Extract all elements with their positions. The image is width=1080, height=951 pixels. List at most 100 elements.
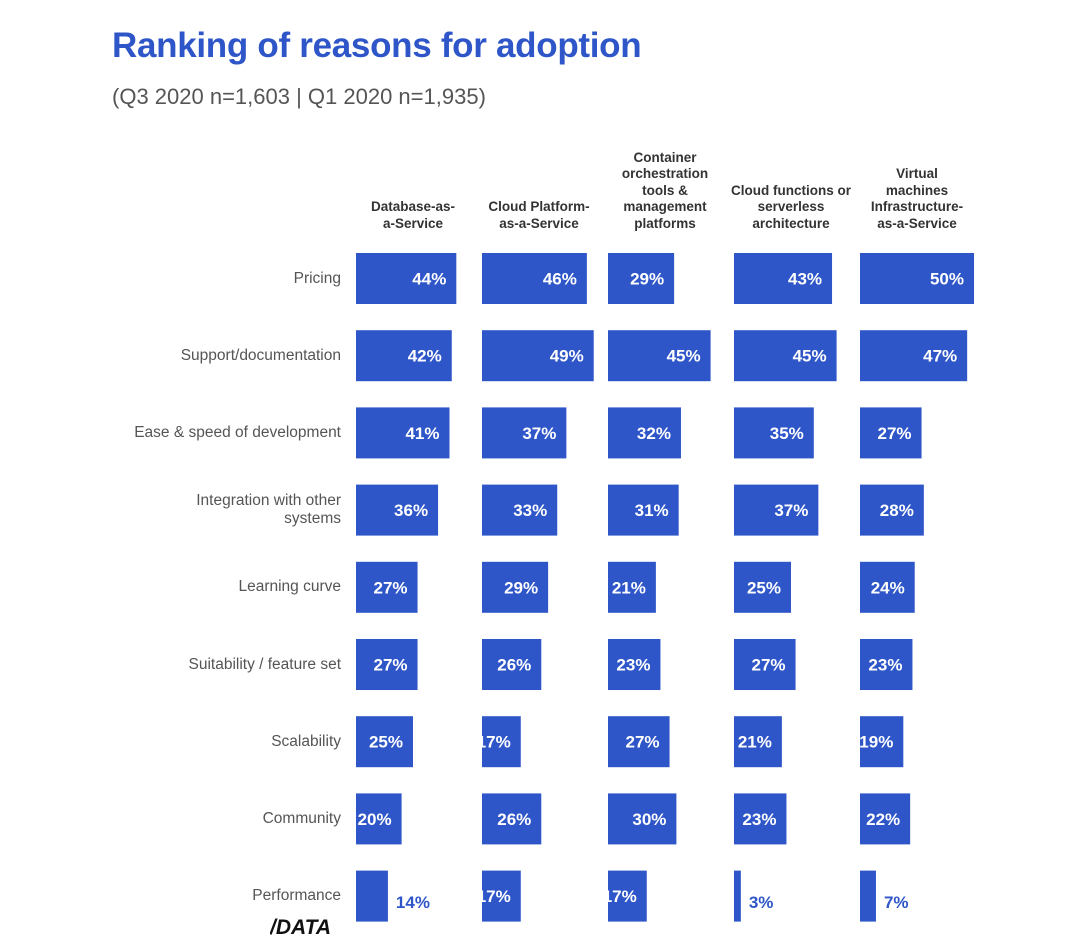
bar-value-label: 43%	[788, 270, 822, 289]
bar-value-label: 29%	[504, 578, 538, 597]
bar	[482, 793, 542, 845]
bar-value-label: 37%	[774, 501, 808, 520]
column-header: Database-as- a-Service	[370, 199, 456, 231]
bar	[356, 253, 457, 304]
bar	[356, 561, 418, 613]
chart-subtitle: (Q3 2020 n=1,603 | Q1 2020 n=1,935)	[112, 84, 486, 109]
bar	[356, 407, 450, 459]
bar	[734, 716, 782, 768]
bar-value-label: 37%	[522, 424, 556, 443]
bar-value-label: 17%	[477, 733, 511, 752]
bar	[860, 484, 924, 536]
chart-title: Ranking of reasons for adoption	[112, 26, 642, 65]
bar-value-label: 24%	[871, 578, 905, 597]
bar-value-label: 22%	[866, 810, 900, 829]
bar	[860, 870, 876, 922]
bar	[734, 330, 837, 382]
bar	[608, 561, 656, 613]
bar-value-label: 26%	[497, 656, 531, 675]
bar-value-label: 3%	[749, 893, 774, 912]
bar-value-label: 25%	[369, 733, 403, 752]
logo-text: /DATA	[270, 916, 331, 939]
bar-value-label: 29%	[630, 270, 664, 289]
bar-value-label: 49%	[550, 347, 584, 366]
bar-value-label: 46%	[543, 270, 577, 289]
bar	[734, 561, 791, 613]
bar-value-label: 27%	[374, 656, 408, 675]
bar	[356, 330, 452, 382]
bar	[608, 793, 677, 845]
bar	[482, 870, 521, 922]
bar	[482, 330, 594, 382]
bar	[860, 330, 968, 382]
bar	[482, 639, 542, 690]
bar	[608, 407, 681, 459]
bar	[608, 484, 679, 536]
bar-value-label: 30%	[632, 810, 666, 829]
row-label: Support/documentation	[180, 346, 341, 364]
bar	[860, 561, 915, 613]
bar-value-label: 42%	[408, 347, 442, 366]
bar-value-label: 32%	[637, 424, 671, 443]
bar	[608, 870, 647, 922]
bar	[608, 716, 670, 768]
bar-value-label: 21%	[612, 578, 646, 597]
bar-value-label: 35%	[770, 424, 804, 443]
bar-value-label: 45%	[667, 347, 701, 366]
row-label: Integration with other systems	[196, 492, 341, 528]
data-logo: /DATA	[270, 916, 331, 939]
bar-value-label: 23%	[742, 810, 776, 829]
bar	[482, 253, 587, 304]
row-label: Pricing	[293, 269, 341, 287]
bar-value-label: 27%	[374, 578, 408, 597]
bar	[734, 484, 819, 536]
bar-value-label: 44%	[412, 270, 446, 289]
bar-value-label: 27%	[752, 656, 786, 675]
row-label: Suitability / feature set	[188, 655, 342, 673]
row-label: Ease & speed of development	[134, 423, 341, 441]
bar	[734, 870, 741, 922]
bar	[860, 253, 974, 304]
bar	[356, 793, 402, 845]
bar	[356, 639, 418, 690]
bar	[608, 330, 711, 382]
bar	[734, 639, 796, 690]
bar	[860, 639, 913, 690]
bar	[608, 253, 675, 304]
bar	[482, 484, 558, 536]
bar	[860, 407, 922, 459]
column-header: Virtual machines Infrastructure- as-a-Se…	[870, 166, 964, 231]
bar-value-label: 20%	[358, 810, 392, 829]
bar-value-label: 17%	[477, 887, 511, 906]
bar-value-label: 27%	[878, 424, 912, 443]
bar	[482, 561, 549, 613]
bar	[482, 716, 521, 768]
row-label: Scalability	[271, 732, 341, 750]
bar-value-label: 50%	[930, 270, 964, 289]
bar	[356, 484, 439, 536]
bar-value-label: 26%	[497, 810, 531, 829]
bar-value-label: 36%	[394, 501, 428, 520]
bar	[608, 639, 661, 690]
bar-value-label: 27%	[626, 733, 660, 752]
bar-value-label: 23%	[868, 656, 902, 675]
column-header: Cloud functions or serverless architectu…	[731, 182, 851, 231]
bar-value-label: 45%	[793, 347, 827, 366]
bar-value-label: 47%	[923, 347, 957, 366]
bar	[860, 793, 911, 845]
bar-value-label: 21%	[738, 733, 772, 752]
bar-value-label: 41%	[405, 424, 439, 443]
bar-value-label: 31%	[635, 501, 669, 520]
column-header: Container orchestration tools & manageme…	[621, 149, 709, 231]
bar-value-label: 23%	[616, 656, 650, 675]
bar	[734, 253, 833, 304]
row-label: Learning curve	[238, 578, 341, 596]
bar-value-label: 17%	[603, 887, 637, 906]
bar-value-label: 28%	[880, 501, 914, 520]
bar-value-label: 33%	[513, 501, 547, 520]
bar	[734, 793, 787, 845]
bar	[860, 716, 904, 768]
bar-value-label: 25%	[747, 578, 781, 597]
bar-value-label: 14%	[396, 893, 430, 912]
